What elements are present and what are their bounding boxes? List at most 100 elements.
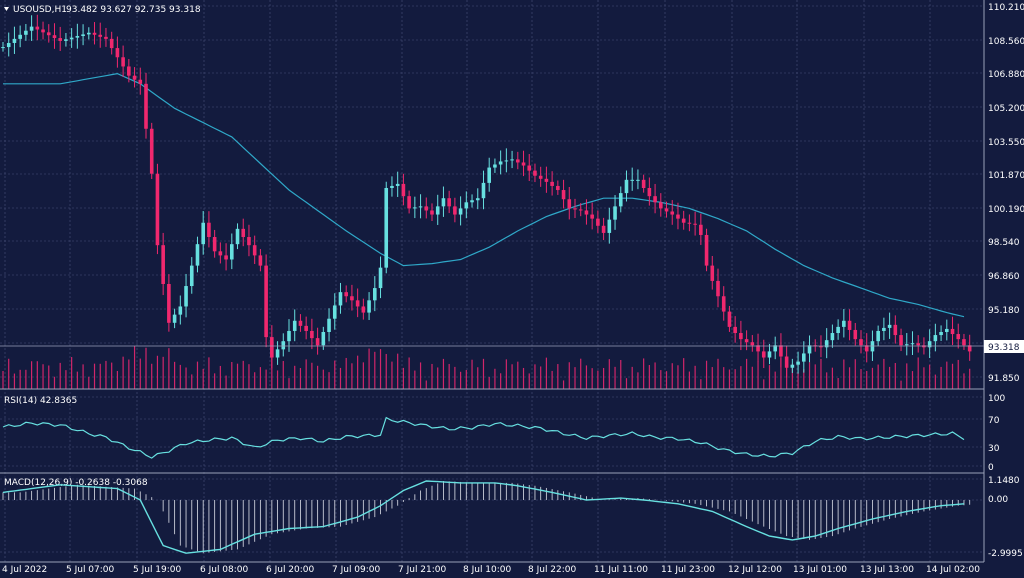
chart-header: USOUSD,H1 93.482 93.627 92.735 93.318 [4, 5, 201, 15]
candle-body [933, 335, 938, 342]
candle-body [58, 38, 62, 41]
candle-body [327, 318, 331, 332]
candle-body [367, 300, 371, 313]
candle-body [550, 181, 554, 186]
candle-body [882, 327, 886, 331]
candle-body [727, 311, 732, 327]
macd-signal-curve [2, 480, 965, 554]
candle-body [355, 300, 360, 307]
dropdown-triangle-icon[interactable] [4, 7, 9, 11]
candle-body [115, 48, 120, 58]
candle-body [596, 218, 600, 226]
candle-body [516, 159, 520, 163]
time-tick: 8 Jul 22:00 [528, 565, 577, 575]
time-tick: 6 Jul 20:00 [266, 565, 315, 575]
candle-body [807, 345, 812, 354]
candle-body [842, 320, 846, 327]
candle-body [189, 265, 194, 287]
macd-axis: 1.1480 0.00 -2.9995 [988, 476, 1023, 559]
time-tick: 8 Jul 10:00 [463, 565, 512, 575]
time-tick: 7 Jul 21:00 [398, 565, 447, 575]
candle-body [235, 228, 240, 245]
rsi-title: RSI(14) 42.8365 [4, 396, 77, 406]
moving-average-line [3, 72, 965, 318]
chart-grid [0, 0, 985, 563]
candle-body [945, 328, 949, 332]
candle-body [899, 335, 903, 346]
candle-body [155, 173, 160, 246]
candle-body [630, 179, 634, 181]
candle-body [681, 218, 686, 223]
time-tick: 13 Jul 01:00 [793, 565, 847, 575]
candle-body [453, 206, 457, 215]
candle-body [864, 345, 869, 352]
price-tick: 105.200 [988, 104, 1024, 114]
candle-body [46, 32, 51, 36]
candle-body [447, 198, 451, 207]
candle-body [641, 179, 646, 188]
macd-histogram [2, 481, 971, 554]
candle-body [98, 34, 103, 37]
candle-body [81, 34, 85, 37]
candle-body [298, 320, 303, 326]
candle-body [172, 314, 177, 323]
candle-body [521, 162, 526, 166]
candle-body [87, 32, 91, 35]
candle-body [121, 57, 125, 67]
time-tick: 5 Jul 07:00 [66, 565, 115, 575]
candle-body [664, 208, 669, 212]
candle-body [733, 326, 737, 334]
macd-tick: -2.9995 [988, 549, 1023, 559]
candle-body [893, 324, 898, 336]
candle-body [956, 334, 961, 340]
candle-body [601, 225, 606, 233]
price-tick: 91.850 [988, 374, 1020, 384]
ma-line [3, 72, 965, 318]
candle-body [321, 331, 326, 346]
candle-body [6, 42, 11, 48]
candle-body [418, 206, 423, 208]
candle-body [338, 292, 343, 306]
rsi-panel[interactable]: RSI(14) 42.8365 100 70 30 0 [2, 394, 1005, 473]
candle-body [470, 200, 474, 203]
candle-body [458, 208, 463, 215]
candle-body [613, 206, 617, 220]
rsi-tick: 30 [988, 444, 1000, 454]
candle-body [904, 344, 909, 346]
candle-body [264, 265, 268, 338]
candle-body [653, 196, 657, 203]
candle-body [281, 341, 286, 350]
candle-body [212, 237, 217, 252]
candle-body [24, 30, 28, 35]
candle-body [853, 329, 858, 340]
candle-body [315, 338, 320, 346]
candle-body [824, 340, 829, 348]
candle-body [767, 351, 772, 358]
candle-body [819, 346, 823, 348]
candle-body [270, 337, 274, 358]
candle-body [104, 36, 108, 39]
candle-body [390, 185, 394, 188]
candle-body [859, 339, 863, 346]
candle-body [836, 326, 840, 334]
candle-body [847, 320, 852, 330]
candle-body [258, 255, 263, 266]
current-price-label: 93.318 [988, 343, 1020, 353]
time-tick: 6 Jul 08:00 [200, 565, 249, 575]
candle-body [887, 324, 892, 328]
macd-title: MACD(12,26,9) -0.2638 -0.3068 [4, 478, 148, 488]
macd-panel[interactable]: MACD(12,26,9) -0.2638 -0.3068 1.1480 0.0… [2, 476, 1023, 559]
price-tick: 100.190 [988, 205, 1024, 215]
candle-body [424, 206, 429, 211]
candle-body [12, 38, 17, 43]
candle-body [939, 331, 943, 336]
candle-body [75, 36, 80, 38]
candle-body [538, 175, 543, 179]
rsi-tick: 70 [988, 416, 1000, 426]
candle-body [218, 251, 223, 256]
candle-body [52, 35, 57, 39]
price-panel[interactable]: 110.210 108.560 106.880 105.200 103.550 … [0, 3, 1024, 389]
candle-body [92, 32, 97, 35]
price-tick: 108.560 [988, 37, 1024, 47]
